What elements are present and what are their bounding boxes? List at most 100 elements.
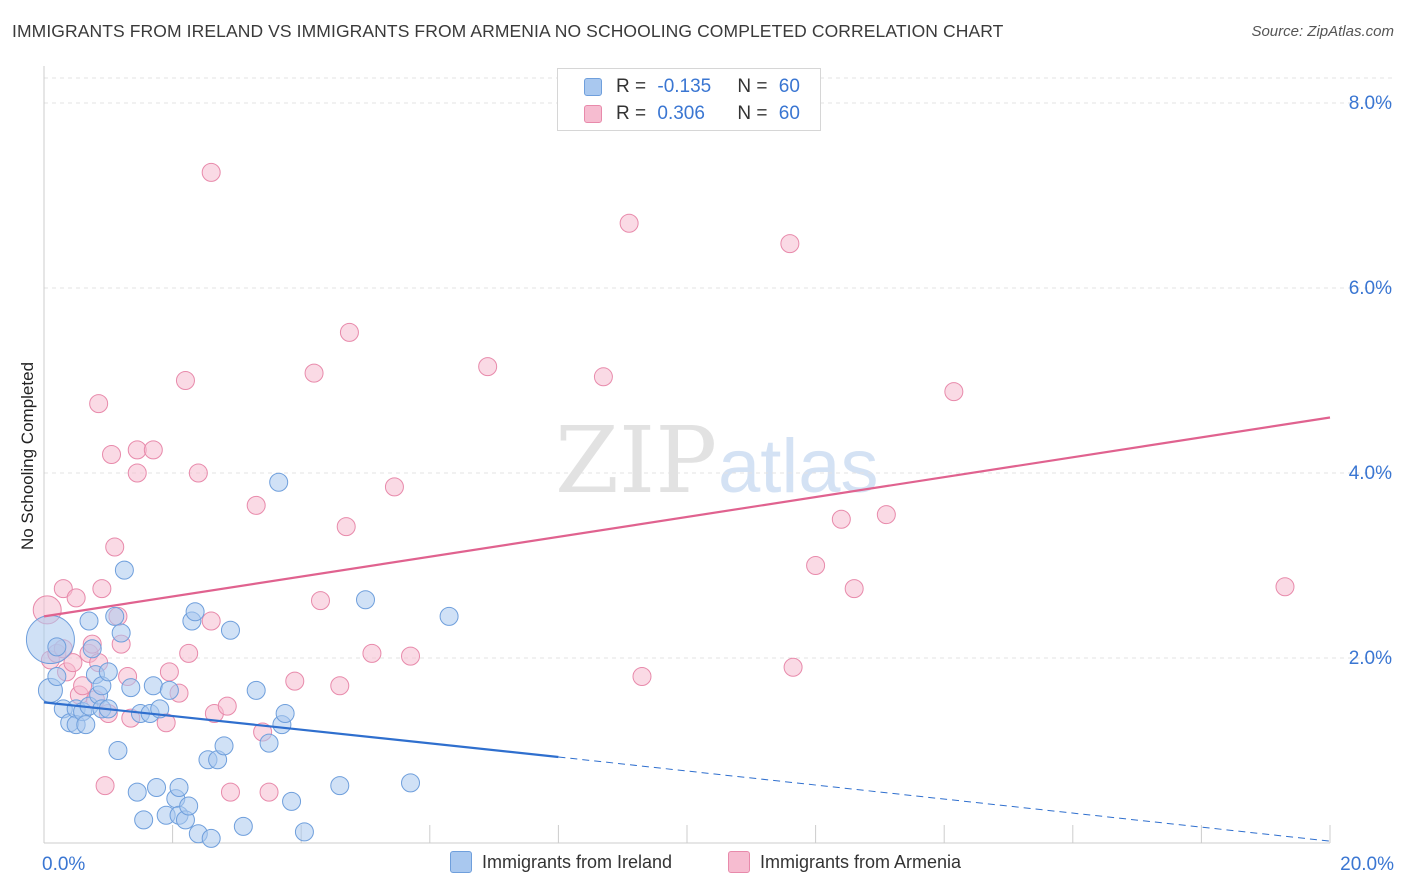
bottom-armenia-label: Immigrants from Armenia bbox=[760, 851, 962, 872]
armenia-point bbox=[175, 371, 195, 390]
x-tick-label: 0.0% bbox=[42, 854, 85, 875]
legend-row-ireland: R = -0.135 N = 60 bbox=[584, 76, 800, 98]
armenia-point bbox=[102, 445, 122, 464]
y-tick-label: 8.0% bbox=[1349, 93, 1392, 114]
armenia-point bbox=[105, 537, 125, 557]
armenia-r-value: 0.306 bbox=[657, 103, 705, 124]
ireland-point bbox=[47, 637, 67, 657]
bottom-ireland-label: Immigrants from Ireland bbox=[482, 851, 673, 872]
armenia-point bbox=[66, 588, 86, 608]
ireland-point bbox=[246, 680, 266, 700]
ireland-point bbox=[169, 778, 189, 797]
ireland-trend-line bbox=[43, 701, 559, 759]
ireland-point bbox=[82, 639, 102, 659]
armenia-point bbox=[127, 440, 147, 460]
ireland-point bbox=[105, 606, 125, 626]
ireland-point bbox=[214, 736, 234, 756]
armenia-point bbox=[201, 611, 221, 631]
y-tick-label: 2.0% bbox=[1349, 648, 1392, 669]
armenia-point bbox=[780, 234, 800, 254]
armenia-point bbox=[401, 646, 421, 666]
ireland-point bbox=[121, 678, 141, 698]
ireland-point bbox=[127, 782, 147, 802]
armenia-point bbox=[593, 367, 613, 387]
ireland-point bbox=[330, 776, 350, 796]
armenia-point bbox=[92, 579, 112, 599]
armenia-r-label: R = bbox=[616, 103, 652, 124]
y-tick-label: 6.0% bbox=[1349, 278, 1392, 299]
y-tick-label: 4.0% bbox=[1349, 463, 1392, 484]
armenia-point bbox=[95, 776, 115, 796]
armenia-point bbox=[806, 556, 826, 575]
ireland-point bbox=[269, 472, 289, 492]
armenia-point bbox=[384, 477, 404, 497]
x-tick-label: 20.0% bbox=[1340, 854, 1394, 875]
armenia-point bbox=[220, 782, 240, 802]
axes bbox=[43, 66, 1331, 844]
armenia-point bbox=[53, 579, 73, 599]
armenia-point bbox=[159, 662, 179, 682]
armenia-point bbox=[1275, 577, 1295, 597]
bottom-legend-ireland: Immigrants from Ireland bbox=[450, 851, 672, 873]
armenia-point bbox=[217, 696, 237, 716]
ireland-point bbox=[79, 611, 99, 631]
armenia-point bbox=[310, 591, 330, 611]
tick-labels: 2.0% 4.0% 6.0% 8.0% 0.0% 20.0% bbox=[42, 93, 1394, 875]
zipatlas-watermark: ZIP atlas bbox=[555, 407, 879, 514]
armenia-point bbox=[259, 782, 279, 802]
armenia-point bbox=[330, 676, 350, 696]
ireland-point bbox=[233, 816, 253, 836]
ireland-point bbox=[439, 606, 459, 626]
armenia-point bbox=[246, 495, 266, 515]
ireland-point bbox=[356, 590, 375, 610]
ireland-point bbox=[25, 615, 75, 664]
armenia-point bbox=[285, 671, 305, 691]
armenia-point bbox=[89, 394, 109, 414]
armenia-point bbox=[188, 463, 208, 483]
bottom-legend-armenia: Immigrants from Armenia bbox=[728, 851, 961, 873]
armenia-point bbox=[127, 463, 147, 483]
armenia-point bbox=[73, 676, 93, 696]
chart-source: Source: ZipAtlas.com bbox=[1251, 23, 1394, 40]
ireland-point bbox=[47, 667, 67, 686]
armenia-trend-line bbox=[43, 416, 1331, 618]
ireland-points bbox=[25, 472, 459, 848]
ireland-point bbox=[282, 791, 302, 811]
correlation-legend: R = -0.135 N = 60 R = 0.306 N = 60 bbox=[557, 68, 821, 131]
ireland-r-label: R = bbox=[616, 76, 652, 97]
ireland-point bbox=[185, 602, 205, 622]
armenia-point bbox=[632, 667, 652, 686]
ireland-trend-extension bbox=[558, 756, 1331, 842]
armenia-swatch bbox=[584, 105, 602, 123]
ireland-point bbox=[111, 623, 131, 643]
armenia-point bbox=[63, 653, 83, 673]
armenia-point bbox=[362, 643, 382, 663]
ireland-n-label: N = bbox=[737, 76, 773, 97]
ireland-point bbox=[108, 741, 128, 760]
armenia-point bbox=[783, 657, 803, 677]
grid-lines bbox=[44, 77, 1392, 659]
trend-lines bbox=[43, 416, 1331, 842]
armenia-point bbox=[179, 643, 199, 663]
armenia-point bbox=[339, 322, 359, 342]
ireland-point bbox=[201, 828, 221, 848]
ireland-point bbox=[159, 680, 179, 700]
ireland-point bbox=[259, 733, 279, 753]
ireland-point bbox=[134, 810, 154, 830]
armenia-point bbox=[831, 509, 851, 529]
armenia-point bbox=[944, 382, 964, 402]
ireland-point bbox=[401, 773, 421, 793]
ireland-point bbox=[114, 560, 134, 580]
armenia-point bbox=[876, 505, 896, 525]
ireland-point bbox=[275, 704, 295, 723]
ireland-r-value: -0.135 bbox=[657, 76, 712, 97]
ireland-point bbox=[147, 778, 167, 797]
armenia-point bbox=[304, 363, 324, 383]
armenia-point bbox=[844, 579, 864, 599]
armenia-point bbox=[478, 357, 498, 377]
armenia-point bbox=[619, 213, 639, 233]
armenia-point bbox=[201, 162, 221, 182]
ireland-swatch bbox=[584, 78, 602, 96]
ireland-point bbox=[143, 676, 163, 696]
